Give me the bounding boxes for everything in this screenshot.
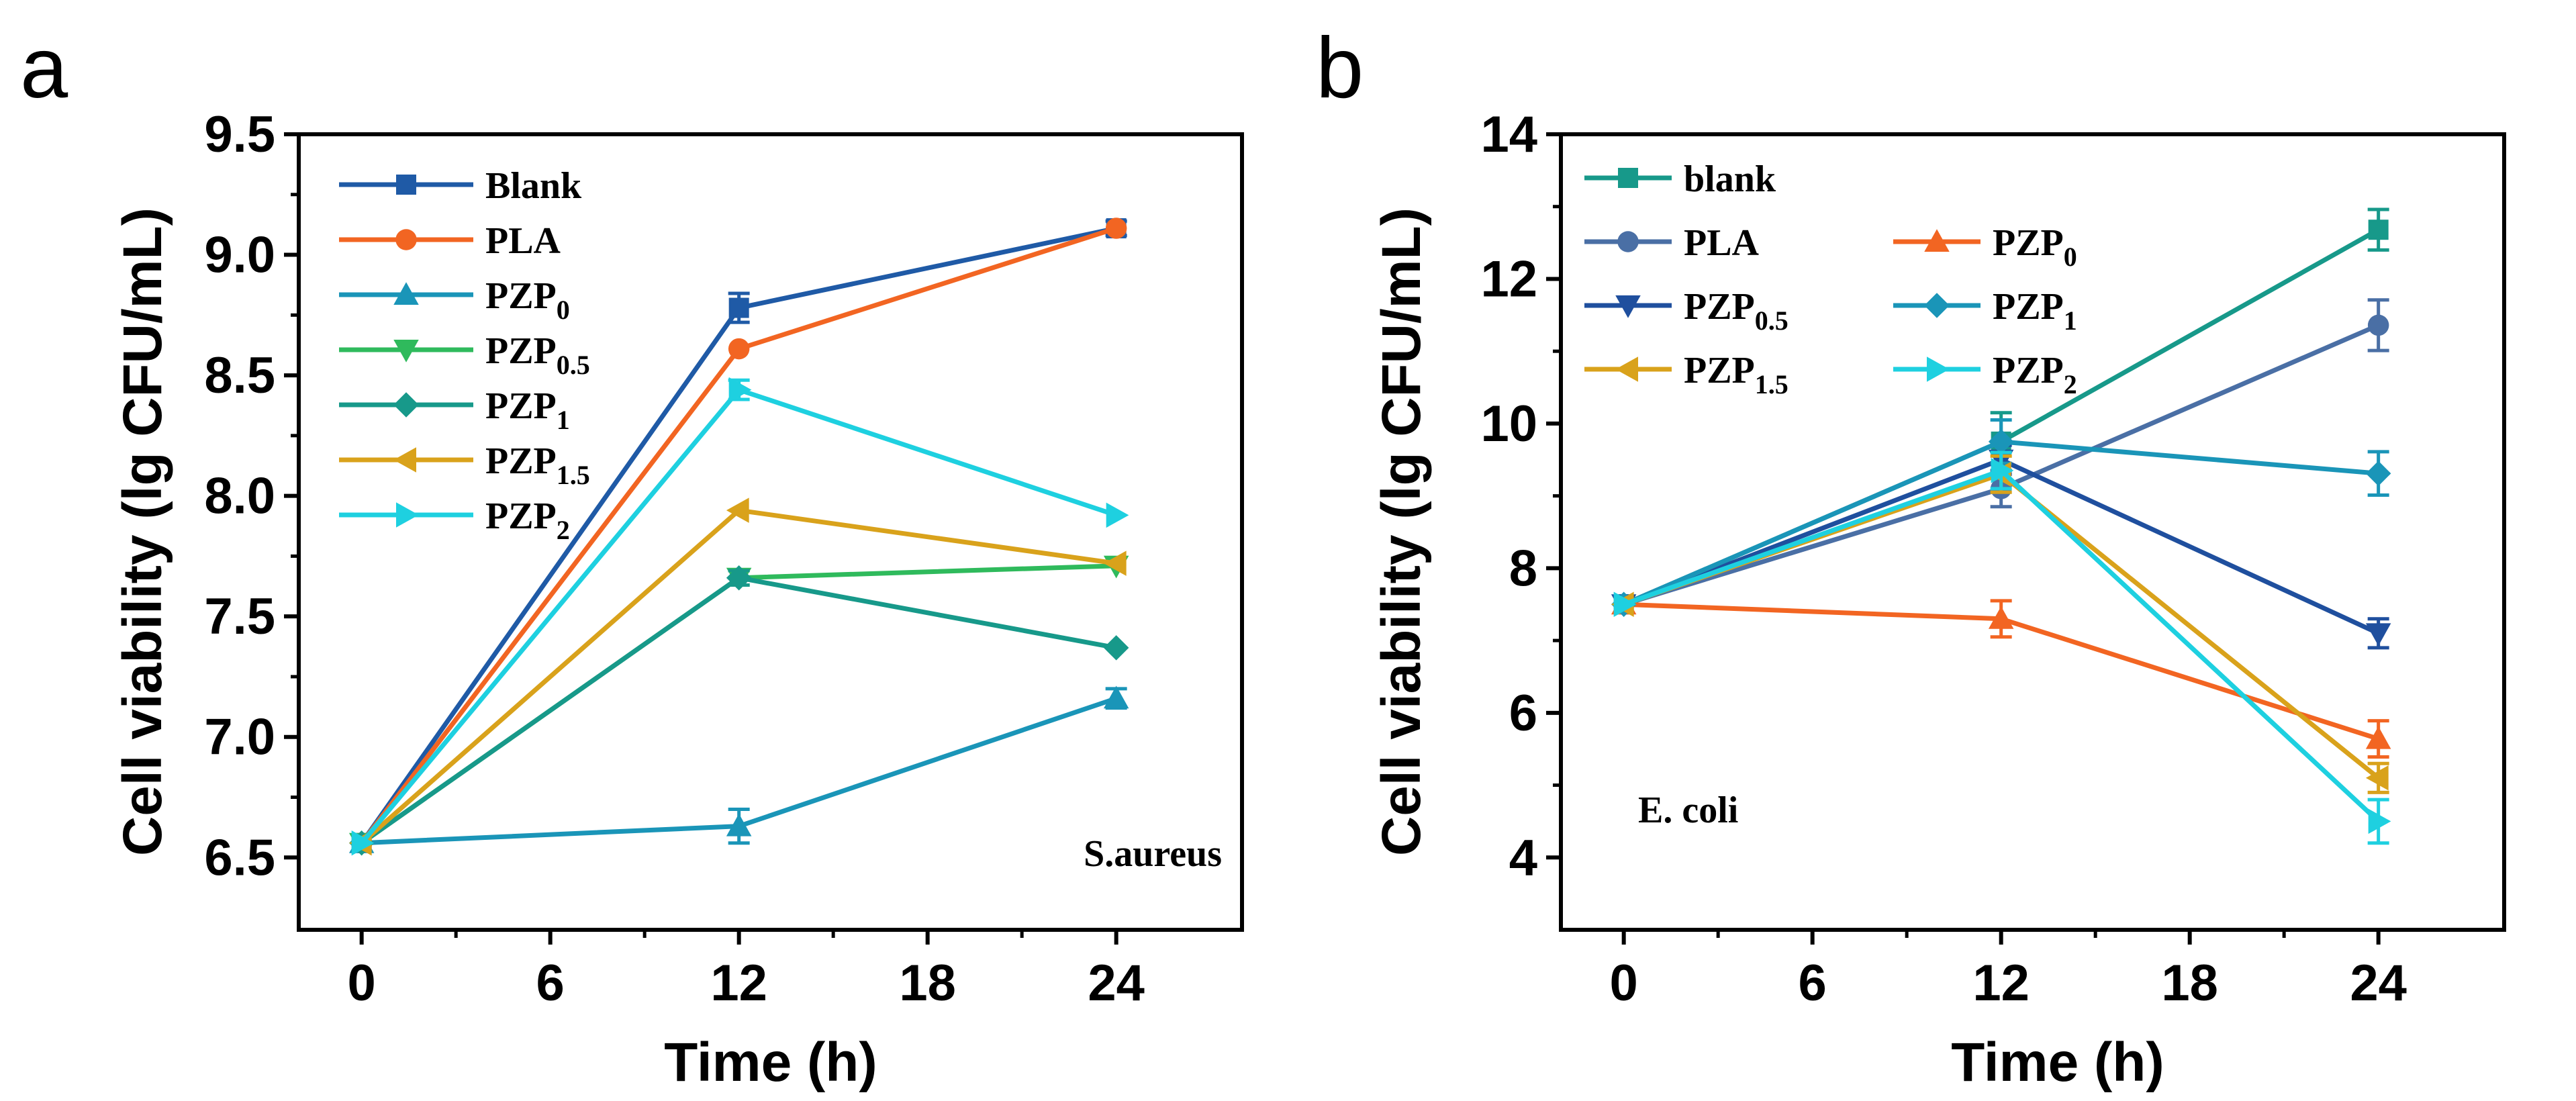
panel-a-annotation: S.aureus [1084, 833, 1222, 875]
panel-a-x-tick-label: 12 [710, 955, 767, 1012]
panel-a-y-tick-label: 8.0 [204, 468, 275, 525]
panel-a-y-tick-label: 9.5 [204, 106, 275, 163]
panel-b-x-tick-label: 12 [1972, 955, 2030, 1012]
panel-a-legend-marker-pzp1-5 [393, 447, 416, 473]
panel-a-legend-marker-pzp1 [393, 392, 419, 418]
panel-b-y-axis-title: Cell viability (lg CFU/mL) [1371, 207, 1432, 856]
panel-b-y-tick-label: 10 [1480, 395, 1537, 452]
panel-b-x-tick-label: 24 [2350, 955, 2407, 1012]
panel-a-series [348, 218, 1129, 856]
panel-a-point-pzp1 [726, 565, 752, 591]
panel-b-legend-marker-pzp1-5 [1615, 356, 1638, 382]
panel-a-letter: a [20, 20, 68, 116]
panel-a-legend-marker-pzp0-5 [393, 340, 419, 363]
panel-b-legend-marker-pzp0-5 [1615, 295, 1641, 318]
panel-a-x-tick-label: 18 [899, 955, 956, 1012]
panel-a-legend-label-pzp1-5: PZP1.5 [485, 440, 590, 490]
panel-a-legend-label-pla: PLA [485, 220, 561, 262]
panel-a-point-pzp0 [726, 813, 752, 836]
panel-a-series-line-pzp1-5 [360, 508, 1117, 845]
panel-b-legend-label-pzp1-5: PZP1.5 [1684, 350, 1788, 399]
panel-a-y-tick-label: 7.5 [204, 588, 275, 645]
panel-a-point-blank [728, 297, 749, 318]
panel-a-legend-marker-pla [395, 229, 417, 250]
panel-b-y-tick-label: 4 [1509, 829, 1537, 886]
panel-b-legend: blank PLA PZP0 PZP0.5 PZP1 PZP1.5 PZP2 [1584, 158, 2077, 399]
panel-a-point-pzp2 [1106, 502, 1129, 528]
panel-b-point-pzp1-5 [2365, 765, 2389, 791]
panel-a-legend-label-pzp2: PZP2 [485, 495, 570, 545]
panel-b-point-pzp2 [1613, 591, 1637, 617]
panel-b-point-pzp1 [1988, 429, 2014, 454]
panel-b-legend-label-pzp2: PZP2 [1993, 350, 2077, 399]
panel-a-point-pzp1-5 [726, 497, 749, 523]
panel-b-legend-marker-pzp2 [1927, 356, 1950, 382]
panel-b-y-tick-label: 14 [1480, 106, 1537, 163]
panel-a-y-tick-label: 6.5 [204, 829, 275, 886]
panel-a-x-axis-title: Time (h) [664, 1032, 877, 1093]
panel-b-legend-marker-pzp0 [1924, 229, 1950, 252]
panel-b-y-tick-label: 8 [1509, 540, 1537, 597]
panel-a-x-tick-label: 0 [348, 955, 376, 1012]
panel-a-legend-label-pzp1: PZP1 [485, 385, 570, 435]
panel-b-point-pla [2367, 314, 2389, 336]
panel-b-y-tick-label: 12 [1480, 250, 1537, 307]
panel-a-legend-marker-pzp2 [396, 502, 419, 528]
panel-a-x-tick-label: 6 [536, 955, 565, 1012]
panel-a-legend-label-pzp0: PZP0 [485, 275, 570, 325]
panel-a-point-pzp2 [351, 830, 375, 856]
panel-a-legend-marker-blank [396, 175, 416, 195]
panel-b-x-tick-label: 6 [1799, 955, 1827, 1012]
panel-b-point-pzp0 [1988, 606, 2014, 629]
panel-b: b 0 6 12 18 24 4 6 8 10 12 14 blank PLA PZP0 PZP0.5 PZ… [1316, 20, 2506, 1093]
panel-b-point-pzp0 [2365, 726, 2391, 749]
panel-b-legend-label-pzp0: PZP0 [1993, 222, 2077, 272]
panel-b-y-tick-label: 6 [1509, 685, 1537, 742]
panel-a-point-pzp0 [1103, 685, 1129, 709]
panel-b-annotation: E. coli [1638, 789, 1738, 831]
panel-a-y-tick-label: 8.5 [204, 347, 275, 404]
panel-a-point-pzp2 [728, 377, 752, 403]
panel-a-legend-marker-pzp0 [393, 282, 419, 305]
panel-b-x-axis-title: Time (h) [1951, 1032, 2164, 1093]
panel-b-point-pzp0-5 [2365, 623, 2391, 647]
panel-b-series-line-pzp2 [1623, 468, 2381, 823]
panel-b-point-pzp2 [2368, 808, 2391, 834]
panel-a-series-line-pzp2 [359, 387, 1117, 845]
panel-b-point-pzp1 [2365, 461, 2391, 486]
panel-a-point-pzp1-5 [1103, 550, 1127, 576]
panel-b-ticks: 0 6 12 18 24 4 6 8 10 12 14 [1480, 106, 2406, 1012]
panel-b-letter: b [1316, 20, 1364, 116]
panel-b-legend-label-blank: blank [1684, 158, 1776, 200]
panel-a-y-tick-label: 9.0 [204, 227, 275, 284]
panel-a-ticks: 0 6 12 18 24 6.5 7.0 7.5 8.0 8.5 9.0 9.5 [204, 106, 1145, 1012]
panel-b-point-pzp2 [1991, 458, 2014, 483]
panel-b-legend-label-pzp1: PZP1 [1993, 286, 2077, 336]
panel-a-legend-label-pzp0-5: PZP0.5 [485, 330, 590, 380]
panel-a-point-pla [1105, 218, 1127, 239]
panel-b-point-blank [2368, 220, 2389, 240]
panel-a-y-tick-label: 7.0 [204, 709, 275, 766]
panel-b-x-tick-label: 0 [1610, 955, 1638, 1012]
panel-a: a 0 6 12 18 24 6.5 7.0 7.5 8.0 8.5 9.0 9.5 Blank PLA… [20, 20, 1244, 1093]
panel-b-legend-marker-blank [1618, 168, 1638, 188]
panel-b-plot-frame [1559, 132, 2506, 932]
panel-a-plot-frame [297, 132, 1244, 932]
panel-a-point-pla [728, 338, 750, 360]
panel-a-x-tick-label: 24 [1088, 955, 1145, 1012]
panel-b-legend-label-pla: PLA [1684, 222, 1760, 264]
panel-a-legend-label-blank: Blank [485, 165, 582, 207]
panel-a-point-pzp1 [1103, 635, 1129, 661]
panel-b-series [1611, 207, 2391, 845]
panel-a-y-axis-title: Cell viability (lg CFU/mL) [112, 207, 173, 856]
panel-b-legend-marker-pla [1617, 231, 1639, 252]
panel-b-legend-marker-pzp1 [1924, 293, 1950, 318]
panel-b-x-tick-label: 18 [2161, 955, 2218, 1012]
panel-b-legend-label-pzp0-5: PZP0.5 [1684, 286, 1788, 336]
